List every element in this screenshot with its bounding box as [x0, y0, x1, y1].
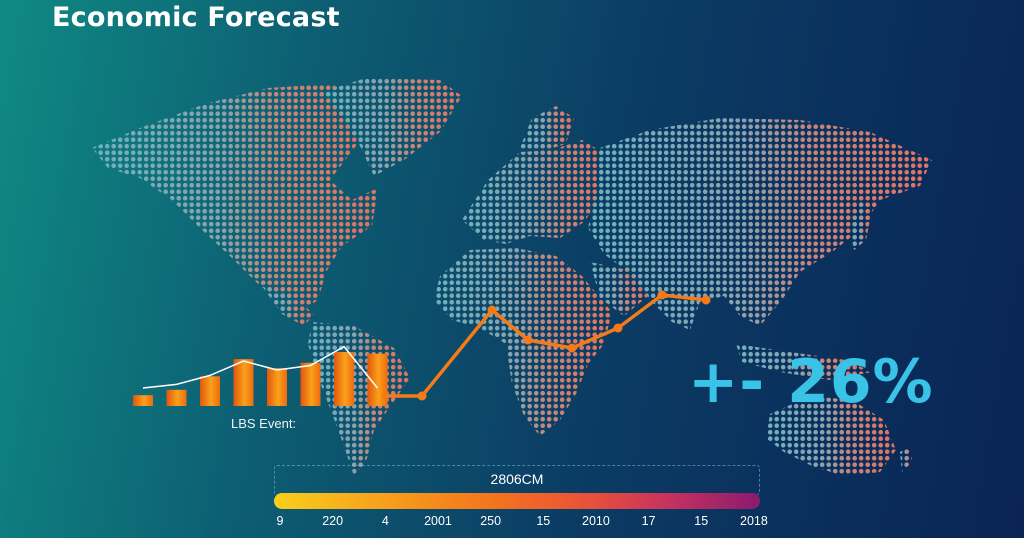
scale-tick: 15 — [536, 514, 551, 528]
bar — [334, 352, 354, 406]
scale-tick: 2001 — [424, 514, 452, 528]
bar — [367, 353, 388, 406]
scale-tick: 4 — [381, 514, 389, 528]
bar-trend-line — [142, 345, 379, 389]
scale-tick: 2010 — [582, 514, 610, 528]
bar — [166, 389, 187, 406]
line-point — [523, 335, 533, 345]
scale-tick: 9 — [276, 514, 284, 528]
page-title: Economic Forecast — [52, 2, 340, 33]
color-scale-bar — [274, 493, 760, 509]
bar — [200, 376, 220, 406]
bar — [300, 362, 321, 406]
scale-tick: 15 — [694, 514, 709, 528]
line-point — [701, 295, 711, 305]
bar — [267, 368, 287, 406]
bar — [233, 359, 254, 406]
series-label: LBS Event: — [231, 416, 297, 431]
line-point — [613, 323, 623, 333]
scale-caption: 2806CM — [490, 471, 544, 487]
bar-series — [133, 352, 388, 406]
line-point — [657, 290, 667, 300]
scale-ticks: 9 220 4 2001 250 15 2010 17 15 2018 — [262, 514, 772, 530]
line-points — [417, 290, 711, 401]
line-point — [417, 391, 427, 401]
line-point — [487, 305, 497, 315]
scale-tick: 250 — [480, 514, 502, 528]
scale-frame: 2806CM — [274, 465, 760, 495]
bar — [133, 395, 153, 406]
stat-value: +- 26% — [688, 347, 934, 417]
line-series — [382, 293, 707, 398]
scale-tick: 220 — [322, 514, 344, 528]
line-point — [567, 343, 577, 353]
scale-tick: 2018 — [740, 514, 768, 528]
scale-tick: 17 — [641, 514, 656, 528]
